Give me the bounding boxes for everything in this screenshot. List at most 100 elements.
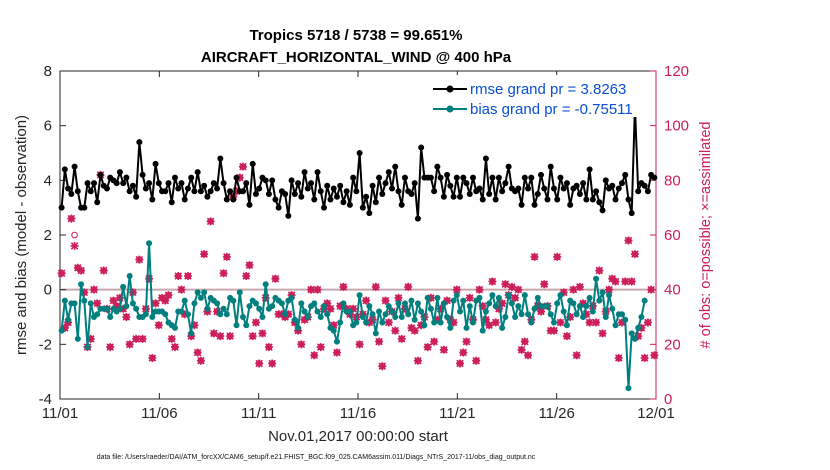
assimilated-point — [404, 282, 413, 291]
bias-point — [492, 303, 499, 310]
rmse-point — [201, 182, 208, 189]
bias-point — [74, 335, 81, 342]
rmse-point — [466, 191, 473, 197]
rmse-point — [74, 188, 81, 195]
rmse-point — [155, 180, 162, 187]
assimilated-point — [336, 302, 345, 311]
assimilated-point — [264, 343, 273, 352]
legend-bias-marker — [446, 105, 454, 113]
y-axis-ticks: -4 -2 0 2 4 6 8 — [39, 63, 66, 408]
assimilated-point — [624, 236, 633, 245]
bias-point — [602, 314, 609, 320]
assimilated-point — [80, 288, 89, 297]
bias-point — [447, 324, 454, 331]
bias-point — [301, 308, 308, 315]
bias-point — [262, 281, 269, 288]
rmse-point — [136, 139, 143, 146]
bias-point — [528, 319, 535, 326]
bias-point — [240, 314, 247, 320]
rmse-point — [618, 180, 625, 187]
assimilated-point — [213, 307, 222, 316]
bias-point — [84, 344, 91, 351]
assimilated-point — [161, 296, 170, 305]
rmse-point — [457, 193, 464, 200]
assimilated-point — [549, 326, 558, 335]
assimilated-point — [119, 304, 128, 313]
rmse-point — [103, 185, 110, 192]
bias-point — [444, 314, 451, 320]
bias-point — [61, 297, 68, 304]
rmse-point — [547, 163, 554, 170]
assimilated-point — [180, 310, 189, 319]
rmse-point — [492, 196, 499, 203]
x-axis-ticks: 11/01 11/06 11/11 11/16 11/21 11/26 12/01 — [42, 71, 675, 422]
x-tick-label: 11/16 — [340, 405, 376, 422]
assimilated-point — [232, 187, 241, 196]
assimilated-point — [378, 362, 387, 371]
assimilated-point — [566, 313, 575, 321]
rmse-point — [142, 185, 149, 192]
rmse-point — [58, 204, 65, 211]
assimilated-point — [400, 304, 409, 313]
rmse-point — [81, 204, 88, 211]
bias-point — [317, 314, 324, 320]
assimilated-point — [582, 310, 591, 319]
series-bias — [58, 240, 648, 392]
x-tick-label: 12/01 — [637, 405, 675, 422]
bias-point — [476, 294, 483, 301]
assimilated-point — [190, 321, 199, 330]
assimilated-point — [426, 293, 435, 302]
assimilated-point — [196, 356, 205, 365]
rmse-point — [560, 185, 567, 192]
bias-point — [450, 297, 457, 304]
bias-point — [453, 292, 460, 299]
assimilated-point — [456, 359, 465, 368]
assimilated-point — [371, 282, 380, 291]
bias-point — [353, 319, 360, 326]
assimilated-point — [433, 315, 442, 324]
y-right-tick-label: 80 — [664, 172, 681, 189]
y-right-tick-label: 40 — [664, 282, 681, 299]
rmse-point — [427, 174, 434, 181]
assimilated-point — [443, 296, 452, 305]
assimilated-point — [362, 296, 371, 305]
rmse-point — [521, 174, 528, 181]
assimilated-point — [77, 266, 86, 275]
rmse-point — [327, 196, 334, 203]
y-tick-label: 2 — [44, 227, 52, 244]
bias-point — [547, 311, 554, 318]
assimilated-point — [154, 321, 163, 330]
assimilated-point — [498, 299, 507, 308]
rmse-point — [628, 210, 635, 217]
bias-point — [469, 319, 476, 326]
rmse-point — [589, 196, 596, 203]
rmse-point — [288, 177, 295, 184]
bias-point — [369, 311, 376, 318]
rmse-point — [567, 201, 574, 208]
assimilated-point — [579, 299, 588, 308]
rmse-point — [249, 160, 256, 167]
bias-point — [521, 292, 528, 299]
bias-point — [531, 305, 538, 312]
rmse-point — [120, 180, 127, 187]
assimilated-point — [436, 304, 445, 313]
bias-point — [217, 311, 224, 318]
bias-point — [376, 308, 383, 315]
rmse-point — [230, 196, 237, 203]
rmse-point — [353, 188, 360, 195]
bias-point — [356, 292, 363, 299]
rmse-point — [356, 150, 363, 156]
rmse-point — [269, 177, 276, 184]
bias-point — [188, 330, 195, 337]
rmse-point — [408, 191, 415, 197]
bias-point — [583, 303, 590, 310]
bias-point — [320, 303, 327, 310]
bias-point — [554, 300, 561, 307]
rmse-point — [175, 185, 182, 192]
assimilated-point — [517, 345, 526, 354]
assimilated-point — [251, 318, 260, 327]
assimilated-point — [125, 340, 134, 349]
rmse-point — [525, 185, 532, 192]
bias-point — [291, 316, 298, 323]
rmse-point — [243, 180, 250, 187]
